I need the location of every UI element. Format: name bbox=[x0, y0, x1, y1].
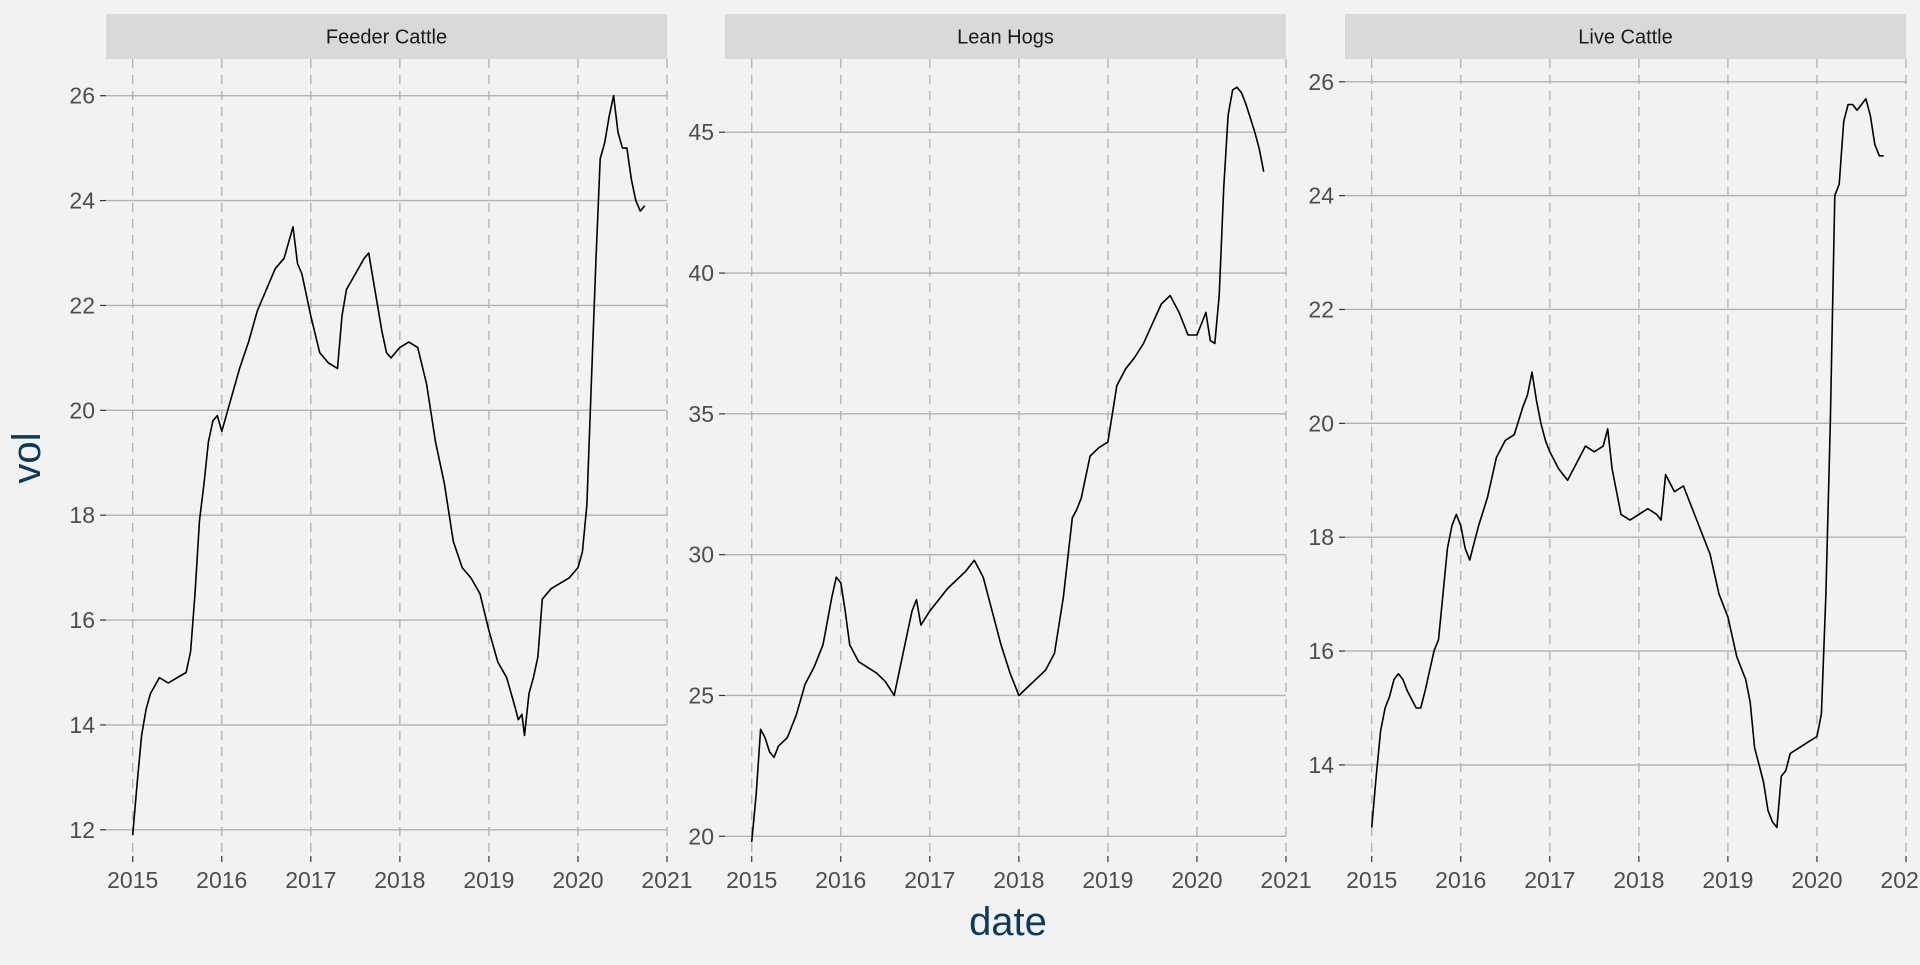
x-tick-label: 2017 bbox=[285, 867, 336, 893]
y-tick-label: 18 bbox=[1308, 524, 1334, 550]
y-tick-label: 20 bbox=[1308, 410, 1334, 436]
y-tick-label: 20 bbox=[688, 823, 714, 849]
series-line-feeder-cattle bbox=[131, 94, 646, 836]
facet-title: Lean Hogs bbox=[957, 27, 1054, 49]
x-tick-label: 2020 bbox=[1171, 867, 1222, 893]
y-tick-label: 14 bbox=[1308, 752, 1334, 778]
x-tick-label: 2016 bbox=[815, 867, 866, 893]
series-line-lean-hogs bbox=[750, 86, 1265, 842]
facet-title: Feeder Cattle bbox=[326, 27, 447, 49]
y-tick-label: 22 bbox=[1308, 296, 1334, 322]
x-tick-label: 2019 bbox=[463, 867, 514, 893]
facet-panel-feeder-cattle: Feeder Cattle 12 14 16 18 20 22 24 26 2015 2016 201… bbox=[69, 14, 693, 893]
x-tick-label: 2018 bbox=[993, 867, 1044, 893]
facet-title: Live Cattle bbox=[1578, 27, 1673, 49]
y-tick-label: 26 bbox=[1308, 69, 1334, 95]
x-tick-label: 2019 bbox=[1082, 867, 1133, 893]
y-tick-label: 16 bbox=[69, 607, 95, 633]
x-tick-label: 2018 bbox=[1613, 867, 1664, 893]
y-tick-label: 24 bbox=[1308, 183, 1334, 209]
y-tick-label: 40 bbox=[688, 260, 714, 286]
y-axis-title: vol bbox=[5, 432, 49, 483]
x-tick-label: 2016 bbox=[1435, 867, 1486, 893]
y-tick-label: 25 bbox=[688, 682, 714, 708]
y-tick-label: 18 bbox=[69, 502, 95, 528]
y-tick-label: 12 bbox=[69, 817, 95, 843]
y-tick-label: 14 bbox=[69, 712, 95, 738]
series-line-live-cattle bbox=[1370, 98, 1884, 829]
x-axis-title: date bbox=[969, 900, 1047, 944]
y-tick-label: 26 bbox=[69, 83, 95, 109]
x-tick-label: 2021 bbox=[641, 867, 692, 893]
y-tick-label: 30 bbox=[688, 542, 714, 568]
x-tick-label: 2020 bbox=[1791, 867, 1842, 893]
facet-panel-live-cattle: Live Cattle 14 16 18 20 22 24 26 2015 2016 2017 201… bbox=[1308, 14, 1920, 893]
x-tick-label: 2019 bbox=[1702, 867, 1753, 893]
facet-strip bbox=[106, 14, 667, 59]
x-tick-label: 2018 bbox=[374, 867, 425, 893]
y-tick-label: 45 bbox=[688, 119, 714, 145]
x-tick-label: 2021 bbox=[1880, 867, 1920, 893]
x-tick-label: 2015 bbox=[1346, 867, 1397, 893]
y-tick-label: 24 bbox=[69, 188, 95, 214]
y-tick-label: 16 bbox=[1308, 638, 1334, 664]
facet-strip bbox=[725, 14, 1286, 59]
x-tick-label: 2020 bbox=[552, 867, 603, 893]
x-tick-label: 2016 bbox=[196, 867, 247, 893]
y-tick-label: 22 bbox=[69, 292, 95, 318]
x-tick-label: 2017 bbox=[1524, 867, 1575, 893]
x-tick-label: 2015 bbox=[726, 867, 777, 893]
facet-panel-lean-hogs: Lean Hogs 20 25 30 35 40 45 2015 2016 2017 2018 201… bbox=[688, 14, 1312, 893]
y-tick-label: 20 bbox=[69, 397, 95, 423]
x-tick-label: 2021 bbox=[1260, 867, 1311, 893]
y-tick-label: 35 bbox=[688, 401, 714, 427]
x-tick-label: 2017 bbox=[904, 867, 955, 893]
x-tick-label: 2015 bbox=[107, 867, 158, 893]
facet-strip bbox=[1345, 14, 1906, 59]
